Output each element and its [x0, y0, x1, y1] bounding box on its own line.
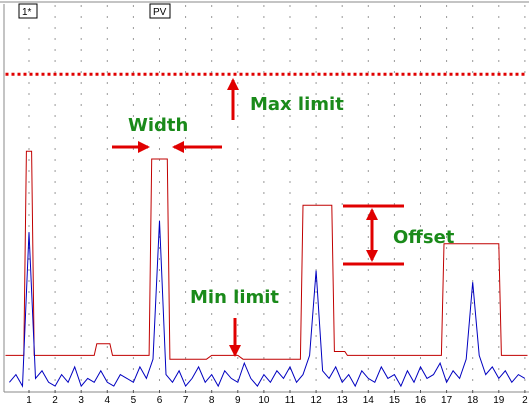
- x-tick-label: 10: [258, 395, 270, 406]
- x-tick-label: 12: [311, 395, 323, 406]
- annotation: Width: [128, 115, 188, 136]
- x-tick-label: 18: [467, 395, 479, 406]
- x-tick-label: 2: [522, 395, 528, 406]
- x-tick-label: 7: [183, 395, 189, 406]
- plot: [5, 72, 528, 388]
- annotation: Offset: [393, 227, 455, 248]
- x-tick-label: 5: [131, 395, 137, 406]
- series-line: [5, 150, 528, 360]
- tab[interactable]: [149, 3, 171, 19]
- tab-label[interactable]: PV: [153, 7, 167, 18]
- x-tick-label: 13: [337, 395, 349, 406]
- tab-label[interactable]: 1*: [22, 7, 32, 18]
- tab[interactable]: [18, 3, 38, 19]
- x-tick-label: 8: [209, 395, 215, 406]
- x-tick-label: 14: [363, 395, 375, 406]
- x-tick-label: 6: [157, 395, 163, 406]
- x-tick-label: 15: [389, 395, 401, 406]
- x-tick-label: 11: [285, 395, 296, 406]
- series-line: [9, 220, 526, 388]
- x-tick-label: 2: [52, 395, 58, 406]
- annotation: Min limit: [190, 287, 279, 308]
- grid: 1 2 3 4 5 6 7 8 9 10 11 12 13 14 15 16 17 18 19 2: [26, 5, 528, 406]
- x-tick-label: 4: [105, 395, 111, 406]
- x-tick-label: 16: [415, 395, 427, 406]
- x-tick-label: 17: [441, 395, 453, 406]
- x-tick-label: 1: [26, 395, 32, 406]
- x-tick-label: 9: [235, 395, 241, 406]
- x-tick-label: 19: [493, 395, 505, 406]
- annotation: Max limit: [250, 94, 344, 115]
- x-tick-label: 3: [78, 395, 84, 406]
